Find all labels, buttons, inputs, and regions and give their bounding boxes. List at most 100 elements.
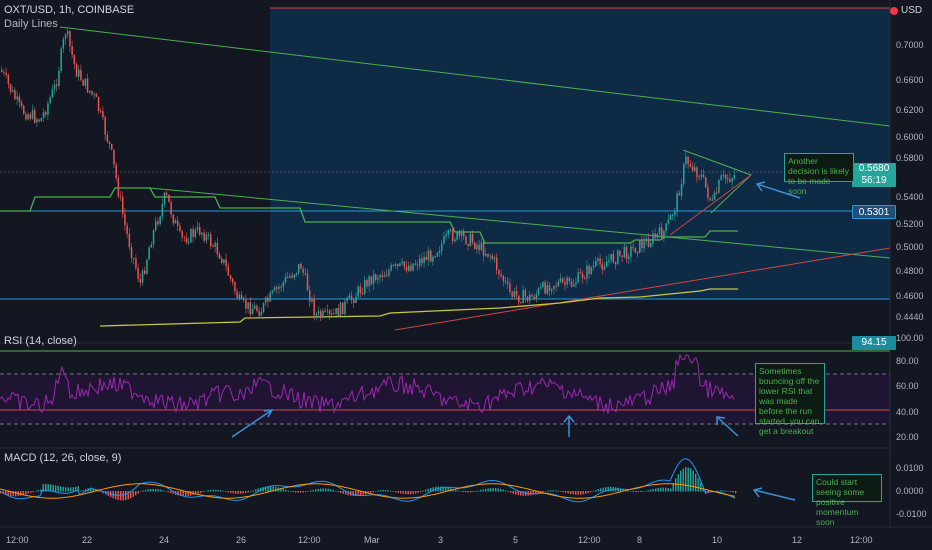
candle-body <box>601 263 604 270</box>
candle-body <box>529 294 531 302</box>
candle-body <box>95 93 98 97</box>
macd-bar <box>730 491 732 492</box>
price-tick: 0.5000 <box>896 242 924 252</box>
macd-bar <box>437 486 439 492</box>
candle-body <box>210 234 212 246</box>
macd-bar <box>287 490 289 492</box>
candle-body <box>23 106 25 114</box>
macd-bar <box>587 491 589 494</box>
macd-bar <box>272 486 274 492</box>
candle-body <box>366 280 368 287</box>
macd-bar <box>130 491 132 499</box>
price-scale[interactable] <box>890 0 932 550</box>
candle-body <box>289 275 291 278</box>
candle-body <box>331 313 333 315</box>
candle-body <box>502 275 505 282</box>
candle-body <box>597 258 599 261</box>
macd-bar <box>72 487 74 492</box>
note-rsi[interactable]: Sometimes bouncing off the lower RSI tha… <box>755 363 825 436</box>
candle-body <box>137 268 139 279</box>
macd-bar <box>717 490 719 492</box>
macd-bar <box>295 491 297 493</box>
candle-body <box>130 247 133 259</box>
macd-bar <box>665 487 667 492</box>
indicator-label[interactable]: Daily Lines <box>4 18 58 30</box>
candle-body <box>716 192 718 194</box>
candle-body <box>108 141 111 145</box>
upper-trendline <box>59 26 891 127</box>
candle-body <box>348 295 351 298</box>
candle-body <box>73 54 76 64</box>
candle-body <box>148 247 150 260</box>
macd-bar <box>12 491 14 497</box>
macd-bar <box>687 467 689 492</box>
candle-body <box>641 239 643 249</box>
candle-body <box>3 71 5 73</box>
candle-body <box>403 261 406 267</box>
macd-bar <box>732 491 734 493</box>
macd-bar <box>640 491 642 493</box>
candle-body <box>207 234 210 236</box>
candle-body <box>608 260 610 262</box>
macd-bar <box>220 490 222 492</box>
macd-bar <box>195 491 197 495</box>
macd-bar <box>10 491 12 496</box>
macd-bar <box>327 488 329 492</box>
macd-bar <box>497 488 499 492</box>
candle-body <box>610 253 612 261</box>
macd-bar <box>372 491 374 493</box>
note-decision[interactable]: Another decision is likely to be made so… <box>784 153 854 196</box>
macd-bar <box>415 491 417 494</box>
macd-bar <box>465 491 467 493</box>
macd-bar <box>82 490 84 492</box>
macd-bar <box>65 487 67 492</box>
candle-body <box>485 253 487 256</box>
candle-body <box>379 275 381 278</box>
macd-bar <box>360 491 362 496</box>
candle-body <box>368 276 370 287</box>
candle-body <box>491 255 494 260</box>
candle-body <box>465 236 467 245</box>
candlestick-series[interactable] <box>1 28 736 322</box>
symbol-title[interactable]: OXT/USD, 1h, COINBASE <box>4 4 135 16</box>
candle-body <box>392 264 395 266</box>
macd-bar <box>160 489 162 492</box>
candle-body <box>179 225 181 232</box>
macd-bar <box>652 488 654 492</box>
macd-bar <box>247 491 249 493</box>
candle-body <box>711 199 714 201</box>
candle-body <box>531 294 533 297</box>
candle-body <box>353 300 355 303</box>
macd-bar <box>535 491 537 495</box>
macd-label[interactable]: MACD (12, 26, close, 9) <box>4 452 122 464</box>
current-price: 0.5680 <box>858 163 890 174</box>
candle-body <box>216 242 219 255</box>
candle-body <box>91 90 93 95</box>
candle-body <box>170 202 172 215</box>
candle-body <box>509 283 511 293</box>
candle-body <box>29 114 32 119</box>
candle-body <box>449 229 452 231</box>
macd-bar <box>375 490 377 492</box>
currency-selector[interactable]: USD <box>890 3 926 18</box>
macd-bar <box>482 489 484 492</box>
candle-body <box>245 299 247 309</box>
bar-countdown: 56:19 <box>861 175 887 186</box>
macd-tick: 0.0100 <box>896 463 924 473</box>
macd-bar <box>632 491 634 492</box>
macd-bar <box>95 489 97 492</box>
candle-body <box>251 308 254 315</box>
macd-bar <box>215 489 217 492</box>
macd-bar <box>547 490 549 492</box>
candle-body <box>625 246 628 259</box>
macd-bar <box>495 488 497 492</box>
macd-bar <box>630 491 632 492</box>
note-macd[interactable]: Could start seeing some positive momentu… <box>812 474 882 527</box>
alert-icon[interactable] <box>890 6 898 15</box>
macd-arrow <box>752 487 796 501</box>
candle-body <box>452 229 454 242</box>
candle-body <box>551 288 553 291</box>
rsi-label[interactable]: RSI (14, close) <box>4 335 77 347</box>
macd-bar <box>620 488 622 492</box>
